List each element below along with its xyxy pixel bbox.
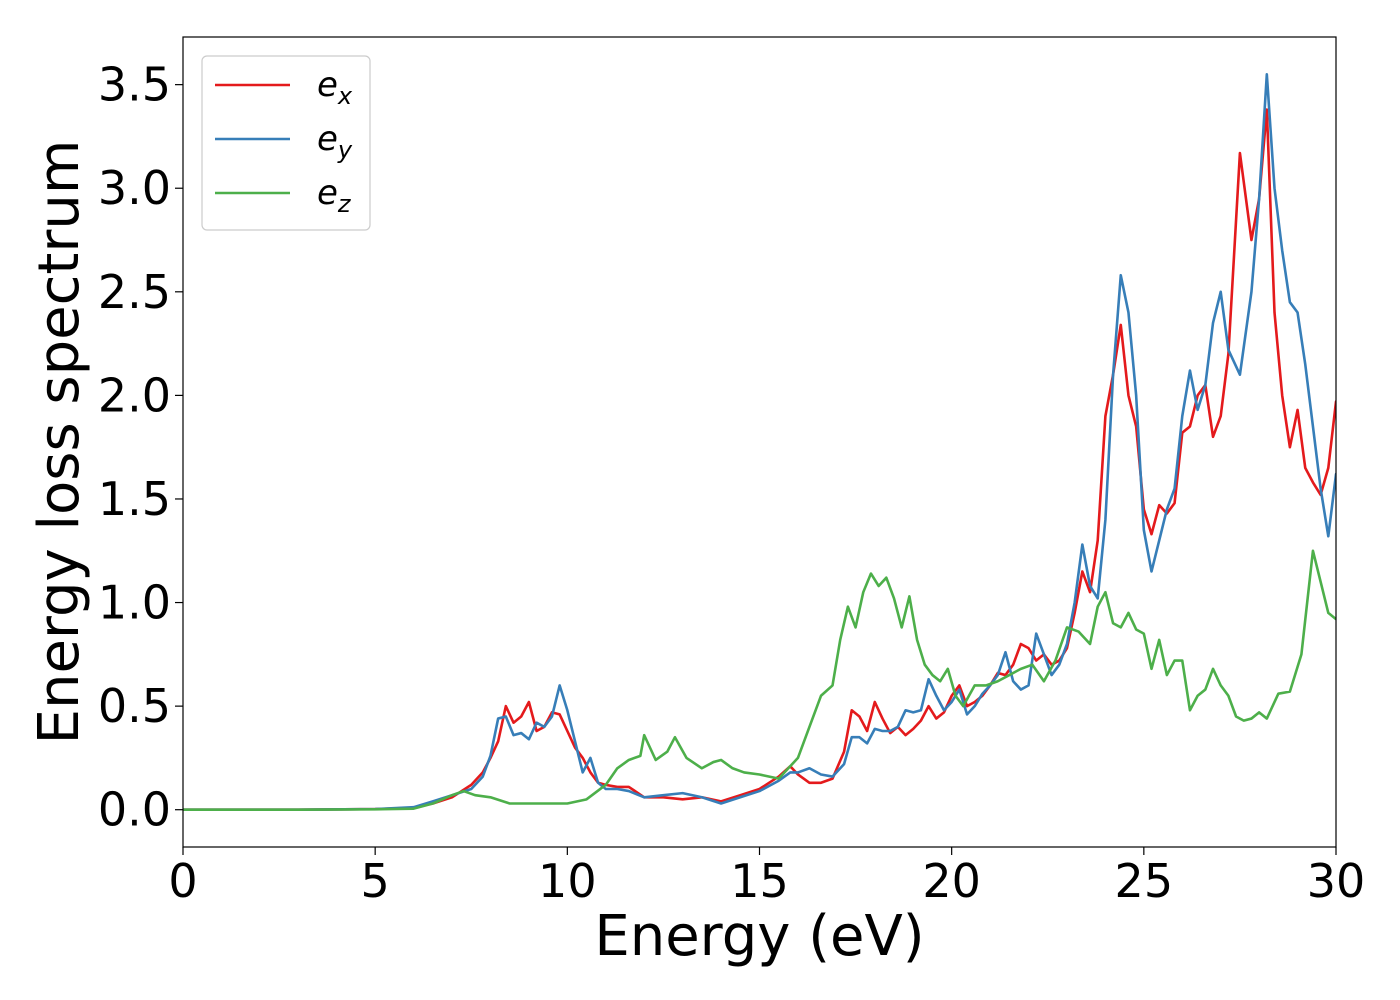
y-tick-label: 0.5 (98, 679, 171, 733)
x-axis-title: Energy (eV) (594, 904, 924, 969)
y-tick-label: 1.5 (98, 472, 171, 526)
legend: ex ey ez (201, 55, 371, 231)
y-tick-label: 1.0 (98, 576, 171, 630)
x-tick-label: 0 (168, 854, 197, 908)
y-tick-label: 2.5 (98, 265, 171, 319)
series-line-y (183, 72, 1336, 812)
legend-label-y: ey (317, 119, 353, 164)
x-tick-label: 10 (538, 854, 597, 908)
series-line-x (183, 108, 1336, 812)
x-tick-label: 30 (1307, 854, 1366, 908)
x-tick-label: 5 (361, 854, 390, 908)
x-tick-label: 25 (1115, 854, 1174, 908)
y-tick-label: 2.0 (98, 368, 171, 422)
series-layer (183, 72, 1336, 812)
y-axis: 0.0 0.5 1.0 1.5 2.0 2.5 3.0 3.5 (98, 58, 183, 837)
x-tick-label: 20 (922, 854, 981, 908)
y-tick-label: 3.0 (98, 161, 171, 215)
y-tick-label: 0.0 (98, 783, 171, 837)
y-axis-title: Energy loss spectrum (27, 140, 92, 745)
legend-label-x: ex (317, 65, 353, 110)
series-line-z (183, 549, 1336, 812)
y-tick-label: 3.5 (98, 58, 171, 112)
legend-box (201, 55, 371, 231)
legend-label-z: ez (317, 173, 352, 218)
x-tick-label: 15 (730, 854, 789, 908)
x-axis: 0 5 10 15 20 25 30 (168, 847, 1365, 908)
